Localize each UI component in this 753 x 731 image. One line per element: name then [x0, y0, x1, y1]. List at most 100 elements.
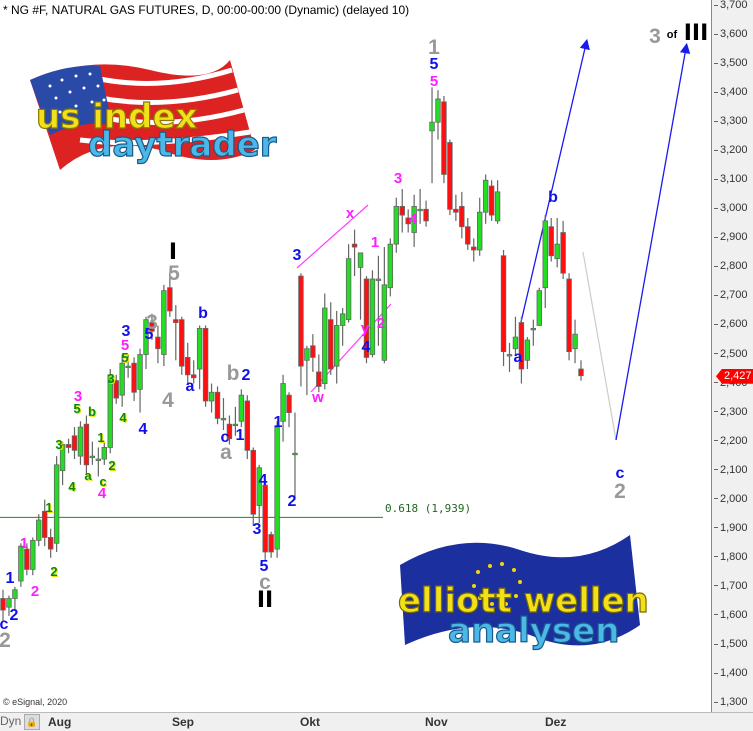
candle-down[interactable] — [190, 374, 197, 379]
candle-up[interactable] — [125, 365, 131, 369]
candle-down[interactable] — [167, 287, 173, 312]
candle-down[interactable] — [441, 101, 447, 175]
candle-up[interactable] — [333, 325, 340, 367]
candle-down[interactable] — [24, 548, 30, 570]
candle-up[interactable] — [89, 455, 96, 459]
candle-up[interactable] — [494, 191, 501, 222]
candle-up[interactable] — [30, 539, 36, 570]
candle-up[interactable] — [77, 426, 84, 457]
candle-down[interactable] — [149, 322, 155, 332]
candle-up[interactable] — [304, 348, 310, 361]
candle-up[interactable] — [411, 205, 417, 233]
candle-up[interactable] — [232, 423, 239, 427]
trend-arrow-2[interactable] — [615, 42, 691, 441]
candle-down[interactable] — [83, 423, 90, 466]
candle-up[interactable] — [554, 243, 560, 260]
candle-down[interactable] — [566, 278, 572, 352]
candle-up[interactable] — [137, 354, 143, 390]
candle-down[interactable] — [65, 444, 72, 448]
candle-down[interactable] — [459, 205, 465, 228]
candle-up[interactable] — [6, 598, 12, 608]
candle-up[interactable] — [322, 307, 328, 384]
candle-down[interactable] — [42, 510, 48, 538]
candle-down[interactable] — [286, 394, 292, 413]
candle-down[interactable] — [447, 142, 453, 210]
projection-line[interactable] — [582, 251, 617, 441]
candle-down[interactable] — [453, 208, 459, 213]
candle-up[interactable] — [417, 208, 423, 212]
chart-plot-area[interactable]: us index daytrader elliott wellen analys… — [0, 0, 711, 712]
candle-down[interactable] — [202, 327, 209, 402]
candle-up[interactable] — [435, 98, 441, 123]
candle-down[interactable] — [179, 319, 185, 367]
candle-down[interactable] — [560, 232, 566, 274]
candle-up[interactable] — [36, 519, 42, 541]
candle-up[interactable] — [208, 391, 215, 402]
candle-up[interactable] — [280, 383, 286, 422]
candle-up[interactable] — [274, 426, 280, 550]
candle-up[interactable] — [256, 467, 262, 506]
candle-up[interactable] — [381, 284, 388, 361]
candle-down[interactable] — [310, 345, 316, 358]
candle-down[interactable] — [548, 226, 554, 257]
candle-down[interactable] — [500, 255, 507, 352]
candle-up[interactable] — [477, 211, 483, 251]
candle-down[interactable] — [173, 319, 179, 323]
candle-down[interactable] — [244, 400, 251, 451]
candle-up[interactable] — [393, 205, 399, 245]
candle-up[interactable] — [53, 464, 60, 544]
candle-down[interactable] — [328, 319, 334, 370]
candle-down[interactable] — [316, 371, 322, 387]
candle-down[interactable] — [399, 205, 405, 216]
candle-down[interactable] — [113, 380, 119, 399]
candle-up[interactable] — [292, 452, 298, 456]
candle-up[interactable] — [369, 278, 376, 355]
candle-up[interactable] — [429, 121, 435, 132]
candle-down[interactable] — [131, 362, 137, 393]
candle-up[interactable] — [107, 374, 113, 448]
candle-down[interactable] — [471, 246, 477, 251]
candle-up[interactable] — [375, 278, 382, 281]
candle-up[interactable] — [357, 252, 364, 268]
candle-down[interactable] — [423, 208, 429, 222]
candle-up[interactable] — [482, 179, 489, 213]
candle-up[interactable] — [238, 394, 245, 422]
candle-up[interactable] — [572, 333, 578, 350]
candle-up[interactable] — [542, 220, 548, 289]
candle-down[interactable] — [226, 423, 233, 440]
candle-up[interactable] — [119, 362, 125, 396]
candle-up[interactable] — [220, 417, 227, 421]
candle-up[interactable] — [512, 336, 519, 350]
candle-down[interactable] — [465, 226, 471, 245]
candle-down[interactable] — [155, 336, 161, 350]
candle-up[interactable] — [101, 447, 107, 460]
candle-down[interactable] — [351, 243, 358, 248]
candle-down[interactable] — [298, 275, 304, 367]
candle-up[interactable] — [59, 444, 66, 472]
candle-up[interactable] — [345, 258, 352, 321]
trend-arrow-1[interactable] — [520, 38, 590, 323]
candle-down[interactable] — [185, 357, 191, 376]
channel-upper-line[interactable] — [296, 204, 369, 269]
lock-icon[interactable]: 🔒 — [24, 714, 40, 730]
candle-down[interactable] — [578, 368, 584, 377]
candle-up[interactable] — [524, 339, 531, 361]
candle-down[interactable] — [488, 185, 495, 216]
candle-down[interactable] — [262, 484, 268, 553]
candle-down[interactable] — [0, 598, 6, 611]
candle-down[interactable] — [250, 449, 256, 515]
candle-up[interactable] — [161, 290, 167, 355]
candle-down[interactable] — [405, 217, 411, 225]
candle-up[interactable] — [143, 319, 149, 355]
candle-down[interactable] — [214, 391, 221, 419]
candle-down[interactable] — [363, 278, 370, 358]
candle-down[interactable] — [47, 537, 54, 550]
candle-up[interactable] — [18, 545, 24, 582]
candle-up[interactable] — [95, 458, 102, 461]
time-axis[interactable]: Dyn 🔒 Aug Sep Okt Nov Dez — [0, 712, 753, 731]
candle-down[interactable] — [71, 435, 78, 451]
candle-up[interactable] — [339, 313, 346, 326]
candle-up[interactable] — [536, 290, 542, 326]
candle-up[interactable] — [506, 354, 513, 357]
candle-up[interactable] — [196, 327, 203, 370]
